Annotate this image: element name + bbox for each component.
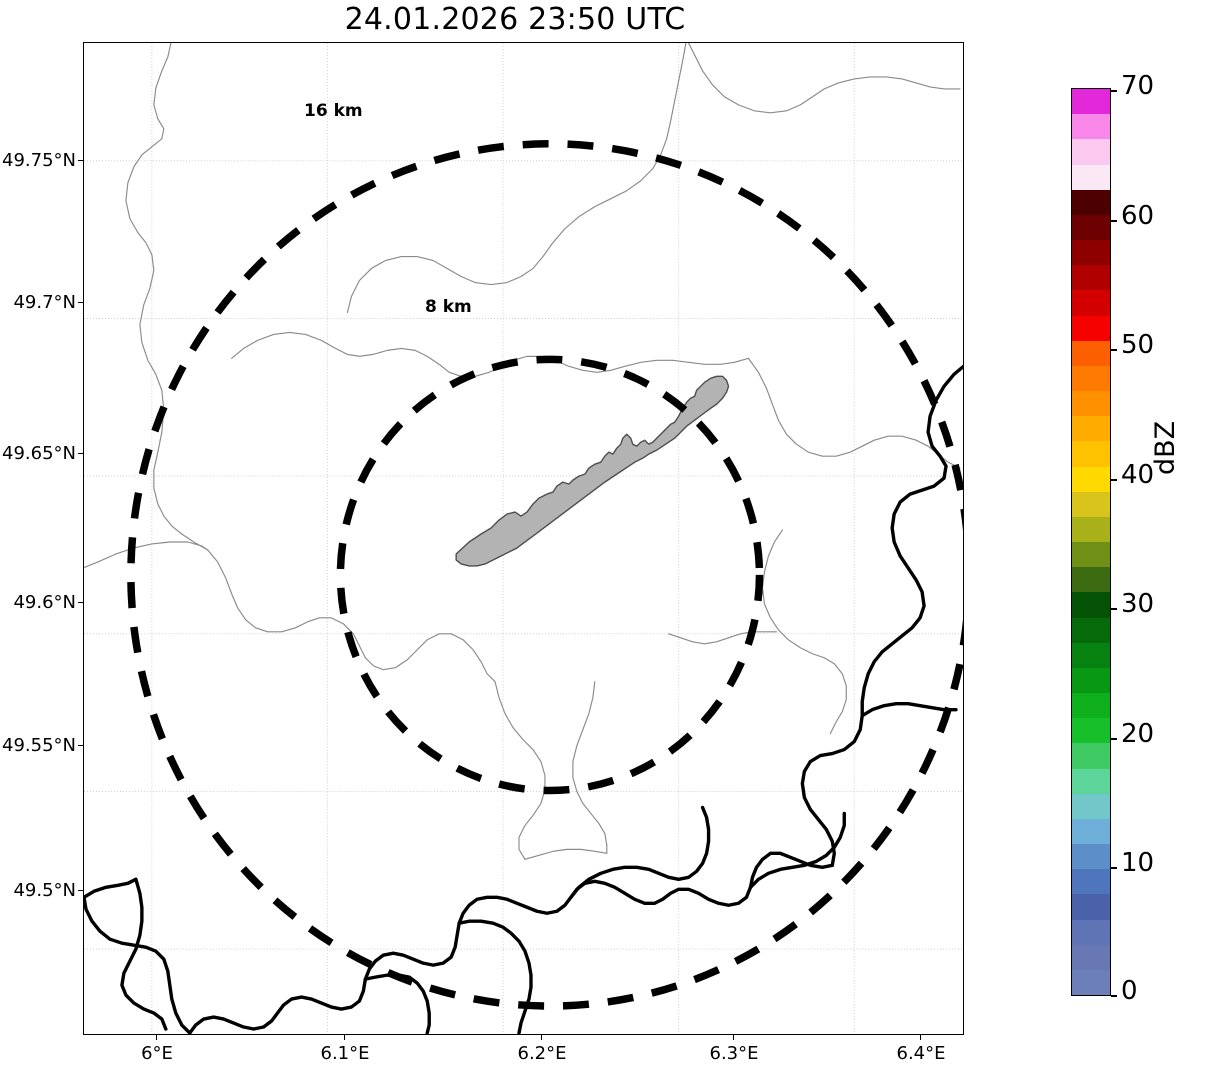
colorbar-tick-mark-0: [1111, 995, 1117, 997]
colorbar-tick-mark-40: [1111, 479, 1117, 481]
colorbar-band: [1072, 893, 1110, 920]
y-tick-label-49.7: 49.7°N: [13, 292, 76, 313]
colorbar-band: [1072, 591, 1110, 618]
colorbar-tick-mark-60: [1111, 220, 1117, 222]
colorbar-band: [1072, 641, 1110, 668]
colorbar-band: [1072, 565, 1110, 593]
colorbar-band: [1072, 339, 1110, 366]
colorbar-band: [1072, 163, 1110, 190]
colorbar-tick-mark-10: [1111, 867, 1117, 869]
colorbar-tick-label-30: 30: [1121, 589, 1155, 619]
colorbar-tick-label-50: 50: [1121, 330, 1155, 360]
page-title: 24.01.2026 23:50 UTC: [344, 2, 686, 37]
colorbar-band: [1072, 918, 1110, 945]
y-tick-label-49.75: 49.75°N: [2, 150, 76, 171]
colorbar-band: [1072, 842, 1110, 870]
range-ring-label-16km: 16 km: [304, 101, 363, 121]
x-tick-label-6.4: 6.4°E: [896, 1043, 946, 1064]
x-tick-label-6.1: 6.1°E: [320, 1043, 370, 1064]
colorbar-tick-mark-50: [1111, 349, 1117, 351]
colorbar-band: [1072, 188, 1110, 215]
colorbar-band: [1072, 238, 1110, 266]
y-tick-mark-49.5: [78, 890, 83, 892]
map-canvas: [84, 43, 963, 1034]
colorbar-band: [1072, 263, 1110, 291]
colorbar-band: [1072, 213, 1110, 240]
colorbar-tick-mark-20: [1111, 738, 1117, 740]
x-tick-mark-6.3: [733, 1035, 735, 1040]
colorbar-band: [1072, 867, 1110, 895]
x-tick-label-6.2: 6.2°E: [517, 1043, 567, 1064]
national-borders: [84, 364, 963, 1034]
range-rings: [127, 140, 963, 1010]
colorbar-tick-mark-70: [1111, 90, 1117, 92]
y-tick-label-49.65: 49.65°N: [2, 443, 76, 464]
internal-boundaries: [84, 43, 961, 860]
x-tick-label-6.3: 6.3°E: [709, 1043, 759, 1064]
x-tick-mark-6.2: [541, 1035, 543, 1040]
colorbar-band: [1072, 314, 1110, 341]
colorbar-tick-label-10: 10: [1121, 848, 1155, 878]
colorbar-band: [1072, 289, 1110, 316]
colorbar-band: [1072, 465, 1110, 492]
colorbar-band: [1072, 616, 1110, 643]
colorbar-band: [1072, 666, 1110, 694]
x-tick-mark-6.4: [920, 1035, 922, 1040]
range-ring-16km: [127, 140, 963, 1010]
y-tick-label-49.55: 49.55°N: [2, 735, 76, 756]
colorbar-band: [1072, 968, 1110, 995]
range-ring-label-8km: 8 km: [425, 297, 472, 317]
colorbar-tick-label-0: 0: [1121, 976, 1138, 1006]
colorbar-band: [1072, 364, 1110, 392]
x-tick-mark-6: [156, 1035, 158, 1040]
x-tick-mark-6.1: [344, 1035, 346, 1040]
colorbar[interactable]: [1071, 88, 1111, 996]
colorbar-band: [1072, 112, 1110, 140]
colorbar-band: [1072, 540, 1110, 568]
range-ring-8km: [336, 355, 764, 795]
colorbar-band: [1072, 138, 1110, 165]
colorbar-band: [1072, 767, 1110, 794]
colorbar-band: [1072, 414, 1110, 442]
y-tick-mark-49.7: [78, 302, 83, 304]
colorbar-band: [1072, 742, 1110, 769]
colorbar-unit-label: dBZ: [1150, 420, 1181, 475]
colorbar-band: [1072, 89, 1110, 115]
colorbar-band: [1072, 817, 1110, 845]
y-tick-mark-49.55: [78, 745, 83, 747]
colorbar-band: [1072, 515, 1110, 542]
water-body-polygon: [455, 375, 730, 567]
colorbar-band: [1072, 792, 1110, 819]
y-tick-mark-49.6: [78, 602, 83, 604]
colorbar-band: [1072, 943, 1110, 970]
y-tick-mark-49.65: [78, 453, 83, 455]
colorbar-band: [1072, 490, 1110, 517]
colorbar-band: [1072, 716, 1110, 744]
y-tick-label-49.6: 49.6°N: [13, 592, 76, 613]
colorbar-tick-label-60: 60: [1121, 201, 1155, 231]
colorbar-band: [1072, 440, 1110, 467]
colorbar-tick-label-40: 40: [1121, 460, 1155, 490]
colorbar-band: [1072, 691, 1110, 719]
x-tick-label-6: 6°E: [141, 1043, 173, 1064]
y-tick-label-49.5: 49.5°N: [13, 880, 76, 901]
colorbar-band: [1072, 389, 1110, 417]
colorbar-tick-label-70: 70: [1121, 71, 1155, 101]
colorbar-tick-label-20: 20: [1121, 719, 1155, 749]
colorbar-tick-mark-30: [1111, 608, 1117, 610]
y-tick-mark-49.75: [78, 160, 83, 162]
map-plot-area[interactable]: [83, 42, 964, 1035]
